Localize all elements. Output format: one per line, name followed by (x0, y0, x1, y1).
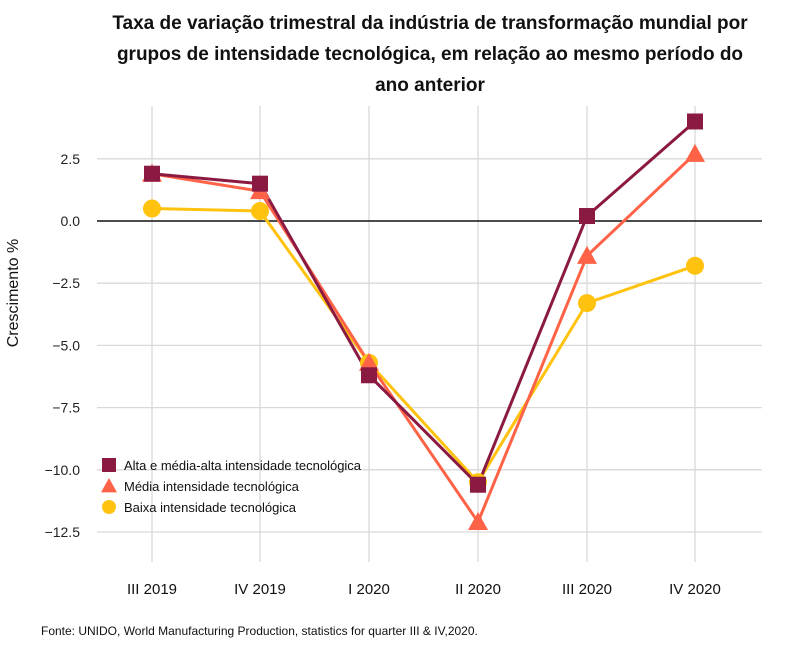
chart-title-line-3: ano anterior (375, 75, 485, 96)
x-tick-label: IV 2019 (234, 581, 286, 598)
data-point (470, 476, 486, 493)
y-tick-label: −7.5 (52, 400, 80, 416)
series-line (151, 207, 696, 484)
series-line (151, 152, 697, 524)
data-point (144, 165, 160, 182)
y-tick-label: −2.5 (52, 275, 80, 291)
legend-label: Alta e média-alta intensidade tecnológic… (124, 458, 362, 473)
y-tick-label: −5.0 (52, 337, 80, 353)
data-point (251, 202, 269, 221)
data-point (143, 199, 161, 218)
y-tick-label: 2.5 (61, 151, 81, 167)
line-chart: 2.5 0.0 −2.5 −5.0 −7.5 −10.0 −12.5 III 2019 IV 2… (45, 106, 762, 598)
x-tick-label: III 2019 (127, 581, 177, 598)
series-line (151, 120, 696, 487)
data-point (468, 512, 488, 531)
x-tick-label: II 2020 (455, 581, 501, 598)
data-point (686, 256, 704, 275)
x-tick-label: I 2020 (348, 581, 390, 598)
data-point (252, 175, 268, 192)
x-tick-label: III 2020 (562, 581, 612, 598)
legend-marker (102, 500, 116, 514)
chart-title: Taxa de variação trimestral da indústria… (60, 8, 800, 101)
source-note: Fonte: UNIDO, World Manufacturing Produc… (41, 624, 478, 638)
y-tick-label: −12.5 (45, 524, 81, 540)
legend-label: Baixa intensidade tecnológica (124, 500, 297, 515)
data-point (359, 352, 379, 371)
legend-label: Média intensidade tecnológica (124, 479, 300, 494)
y-tick-label: 0.0 (61, 213, 81, 229)
x-tick-label: IV 2020 (669, 581, 721, 598)
chart-title-line-2: grupos de intensidade tecnológica, em re… (116, 44, 744, 65)
data-point (578, 294, 596, 313)
y-tick-label: −10.0 (45, 462, 81, 478)
data-point (685, 143, 705, 162)
data-point (579, 208, 595, 225)
legend-marker (102, 458, 116, 472)
data-point (361, 367, 377, 384)
data-point (577, 245, 597, 264)
legend-marker (101, 478, 117, 493)
data-point (687, 113, 703, 130)
chart-title-line-1: Taxa de variação trimestral da indústria… (112, 13, 748, 34)
